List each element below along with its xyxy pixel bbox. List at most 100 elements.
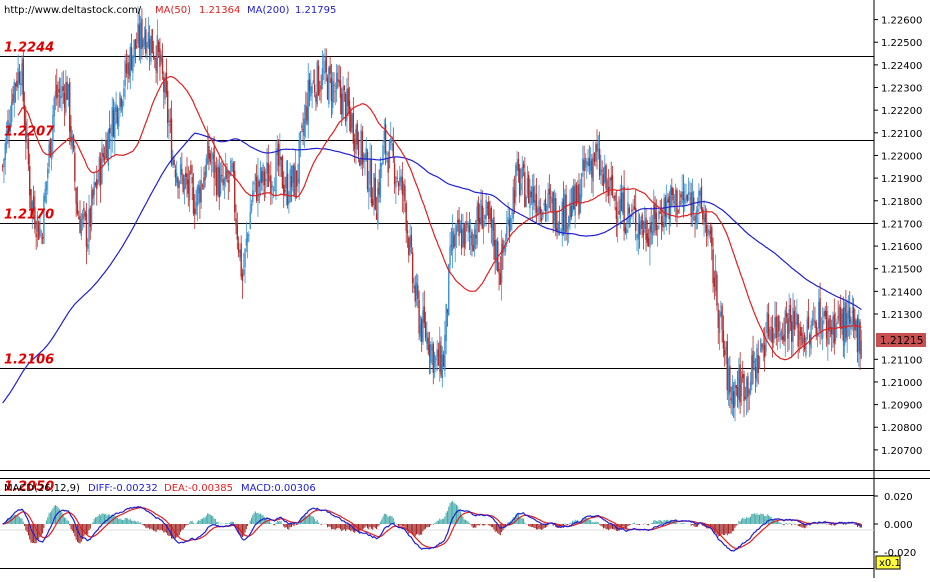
candle-body [856, 317, 859, 353]
candle-body [239, 249, 241, 258]
candle-body [63, 92, 66, 109]
level-label: 1.2207 [4, 125, 55, 140]
candle-body [660, 215, 663, 225]
candle-body [656, 226, 659, 231]
candle-body [744, 396, 747, 399]
candle-body [125, 63, 128, 74]
candle-body [475, 234, 477, 239]
candle-body [651, 231, 654, 235]
macd-title: MACD(26,12,9) [4, 483, 80, 494]
candle-body [445, 304, 447, 341]
candle-body [19, 83, 22, 85]
candle-body [322, 71, 325, 73]
candle-body [769, 329, 771, 341]
candle-body [521, 166, 523, 179]
candle-body [448, 264, 450, 316]
last-price-tag [876, 333, 926, 347]
candle-body [520, 183, 522, 191]
candle-body [472, 245, 474, 251]
candle-body [47, 168, 49, 179]
candle-body [99, 158, 102, 186]
candle-body [464, 221, 467, 244]
candle-body [297, 178, 299, 183]
candle-body [640, 220, 642, 230]
candle-body [663, 198, 665, 228]
candle-body [395, 180, 397, 188]
candle-body [647, 237, 650, 247]
price-tick-label: 1.21900 [881, 174, 922, 185]
zoom-button[interactable] [875, 555, 901, 570]
candle-body [552, 192, 554, 224]
candle-body [677, 210, 679, 212]
candle-body [324, 60, 326, 74]
candle-body [334, 90, 336, 92]
candle-body [702, 209, 704, 220]
candle-body [236, 224, 239, 240]
candle-body [566, 225, 569, 230]
candle-body [453, 235, 455, 248]
candle-body [742, 374, 744, 378]
candle-body [362, 153, 365, 163]
candle-body [172, 156, 174, 166]
candle-body [575, 185, 578, 206]
candle-body [562, 199, 565, 231]
candle-body [59, 95, 62, 99]
candle-body [681, 191, 683, 204]
candle-body [556, 227, 558, 233]
candle-body [787, 318, 789, 339]
candle-body [498, 268, 500, 274]
level-label: 1.2244 [4, 41, 54, 56]
candle-body [809, 334, 811, 345]
candle-body [463, 224, 465, 248]
candle-body [277, 143, 280, 166]
candle-body [30, 189, 32, 211]
candle-body [81, 213, 84, 220]
candle-body [548, 188, 551, 195]
candle-body [244, 248, 246, 268]
candle-body [761, 344, 763, 347]
candle-body [821, 320, 824, 339]
candle-body [494, 239, 496, 260]
candle-body [39, 228, 41, 236]
candle-body [83, 207, 85, 211]
candle-body [419, 324, 422, 337]
candle-body [319, 90, 321, 92]
candle-body [188, 171, 191, 201]
candle-body [174, 169, 177, 178]
candle-body [417, 285, 419, 300]
candle-body [112, 109, 115, 137]
candle-body [280, 156, 282, 161]
candle-body [611, 175, 614, 195]
candle-body [779, 333, 781, 337]
candle-body [852, 307, 855, 325]
candle-body [298, 141, 300, 184]
candle-body [383, 130, 385, 143]
candle-body [283, 184, 285, 196]
candle-body [587, 162, 589, 167]
candle-body [31, 201, 33, 212]
candle-body [92, 189, 94, 199]
candle-body [18, 71, 21, 84]
candle-body [457, 220, 459, 223]
candle-body [355, 129, 357, 154]
candle-body [847, 310, 850, 319]
candle-body [762, 342, 765, 350]
candle-body [561, 201, 563, 236]
candle-body [748, 391, 750, 393]
candle-body [348, 100, 351, 114]
candle-body [610, 176, 612, 181]
candle-body [740, 377, 743, 397]
macd-tick-label: 0.020 [884, 492, 913, 503]
candle-body [803, 334, 806, 350]
candle-body [567, 216, 570, 228]
candle-body [12, 94, 14, 101]
candle-body [772, 333, 775, 344]
candle-body [311, 85, 313, 94]
candle-body [573, 186, 575, 210]
candle-body [279, 150, 281, 167]
candle-body [399, 177, 401, 187]
candle-body [261, 171, 263, 184]
candle-body [271, 185, 273, 188]
candle-body [659, 211, 661, 214]
candle-body [219, 174, 222, 195]
